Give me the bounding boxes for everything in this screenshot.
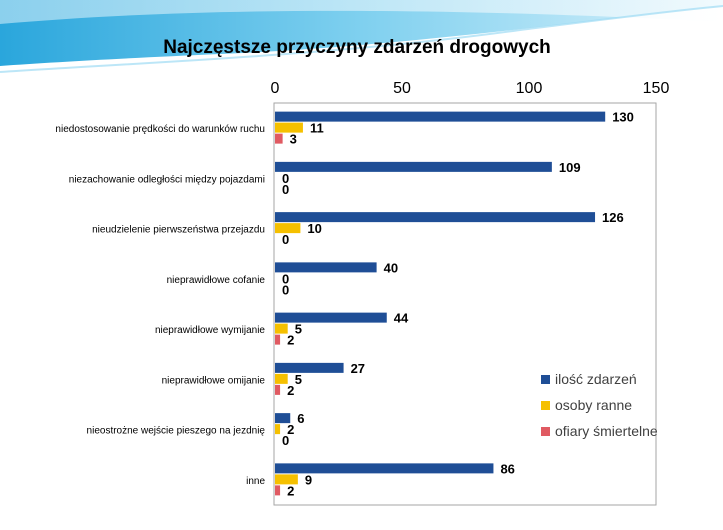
x-tick-label: 50 [393,80,411,97]
bar [275,323,288,334]
data-label: 40 [384,260,398,275]
category-label: nieostrożne wejście pieszego na jezdnię [87,426,266,437]
data-label: 130 [612,110,634,125]
data-label: 44 [394,311,409,326]
data-label: 126 [602,210,624,225]
legend-swatch [541,375,550,384]
x-tick-label: 0 [271,80,280,97]
data-label: 86 [500,461,514,476]
data-label: 11 [310,121,324,136]
data-label: 27 [351,361,365,376]
category-label: inne [246,476,265,487]
bar [275,463,494,474]
data-label: 6 [297,411,304,426]
bar [275,413,291,424]
x-tick-label: 100 [516,80,543,97]
category-label: nieprawidłowe omijanie [162,375,266,386]
data-label: 5 [295,322,302,337]
category-label: niedostosowanie prędkości do warunków ru… [55,124,265,135]
data-label: 2 [287,422,294,437]
bar [275,474,298,485]
legend-label: osoby ranne [555,397,632,413]
data-label: 2 [287,483,294,498]
data-label: 0 [282,282,289,297]
bar [275,133,283,144]
bar [275,212,596,223]
legend-label: ilość zdarzeń [555,371,637,387]
bar [275,122,303,133]
bar [275,485,281,496]
legend-swatch [541,401,550,410]
bar [275,384,281,395]
bar [275,424,281,435]
category-label: nieudzielenie pierwszeństwa przejazdu [92,225,265,236]
data-label: 109 [559,160,581,175]
legend-label: ofiary śmiertelne [555,423,658,439]
bar [275,312,387,323]
bar [275,161,552,172]
category-label: nieprawidłowe cofanie [167,275,266,286]
data-label: 9 [305,472,312,487]
x-tick-label: 150 [643,80,670,97]
data-label: 10 [307,221,321,236]
bar [275,111,606,122]
plot-area [273,102,657,506]
data-label: 0 [282,271,289,286]
data-label: 2 [287,333,294,348]
data-label: 5 [295,372,302,387]
bar [275,362,344,373]
data-label: 3 [290,132,297,147]
chart-title: Najczęstsze przyczyny zdarzeń drogowych [163,37,551,58]
data-label: 0 [282,232,289,247]
data-label: 0 [282,182,289,197]
category-label: nieprawidłowe wymijanie [155,325,265,336]
bar [275,334,281,345]
data-label: 2 [287,383,294,398]
bar [275,223,301,234]
legend-swatch [541,427,550,436]
data-label: 0 [282,433,289,448]
bar [275,262,377,273]
data-label: 0 [282,171,289,186]
category-label: niezachowanie odległości między pojazdam… [69,174,265,185]
bar [275,373,288,384]
